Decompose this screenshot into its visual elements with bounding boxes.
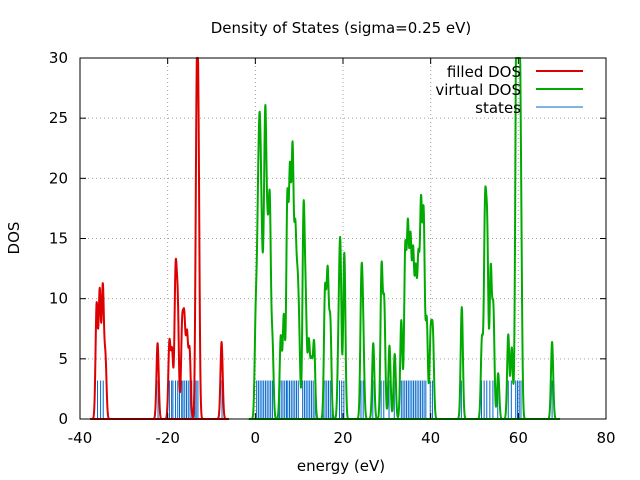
y-axis-label: DOS (5, 222, 23, 255)
y-tick-label: 25 (49, 109, 68, 127)
x-tick-label: 40 (421, 429, 440, 447)
y-tick-label: 30 (49, 49, 68, 67)
series-line-virtual-dos (248, 57, 560, 420)
legend-label-filled-dos: filled DOS (447, 63, 521, 81)
x-tick-label: 80 (596, 429, 615, 447)
y-tick-label: 5 (58, 350, 68, 368)
x-tick-label: 60 (509, 429, 528, 447)
x-tick-label: 20 (333, 429, 352, 447)
x-tick-label: 0 (251, 429, 261, 447)
chart-title: Density of States (sigma=0.25 eV) (211, 19, 472, 37)
y-tick-label: 0 (58, 410, 68, 428)
y-tick-label: 20 (49, 169, 68, 187)
legend-label-virtual-dos: virtual DOS (435, 81, 521, 99)
axis-ticks: -40 -20 0 20 40 60 80 0 5 10 15 20 25 30 (49, 49, 616, 447)
legend: filled DOS virtual DOS states (435, 63, 583, 117)
x-tick-label: -20 (155, 429, 180, 447)
x-axis-label: energy (eV) (297, 457, 385, 475)
legend-label-states: states (475, 99, 521, 117)
y-tick-label: 10 (49, 290, 68, 308)
y-tick-label: 15 (49, 230, 68, 248)
x-tick-label: -40 (68, 429, 93, 447)
